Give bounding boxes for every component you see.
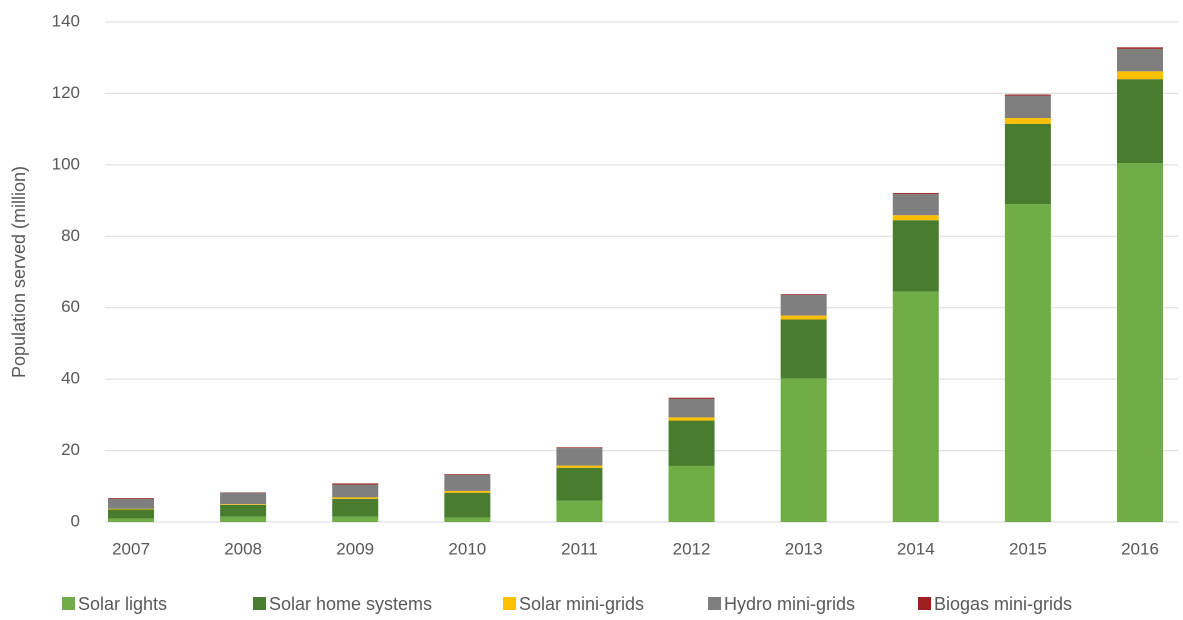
bar-segment <box>444 493 490 518</box>
bar-segment <box>669 421 715 466</box>
x-tick-label: 2015 <box>1009 539 1047 558</box>
bar-segment <box>781 320 827 379</box>
bar-segment <box>669 466 715 522</box>
bar-segment <box>556 448 602 466</box>
bar-segment <box>781 294 827 295</box>
bar-segment <box>332 517 378 522</box>
bar-segment <box>108 510 154 519</box>
bar-segment <box>220 493 266 504</box>
x-tick-label: 2010 <box>448 539 486 558</box>
bar-segment <box>1005 95 1051 96</box>
bar-segment <box>781 316 827 320</box>
y-tick-label: 120 <box>52 83 80 102</box>
bar-segment <box>781 295 827 316</box>
bar-segment <box>220 505 266 517</box>
legend-swatch <box>503 597 516 610</box>
bar-segment <box>108 518 154 522</box>
legend-swatch <box>253 597 266 610</box>
legend-swatch <box>708 597 721 610</box>
x-tick-label: 2007 <box>112 539 150 558</box>
bar-segment <box>893 194 939 215</box>
x-tick-label: 2016 <box>1121 539 1159 558</box>
y-axis-label: Population served (million) <box>9 166 29 378</box>
bar-segment <box>332 485 378 498</box>
bar-segment <box>108 509 154 510</box>
x-tick-label: 2013 <box>785 539 823 558</box>
y-tick-label: 0 <box>71 511 80 530</box>
x-tick-label: 2009 <box>336 539 374 558</box>
bar-segment <box>556 501 602 522</box>
y-tick-label: 20 <box>61 440 80 459</box>
x-tick-label: 2012 <box>673 539 711 558</box>
legend-label: Solar home systems <box>269 594 432 614</box>
bar-segment <box>556 466 602 468</box>
legend-label: Solar mini-grids <box>519 594 644 614</box>
x-tick-label: 2014 <box>897 539 935 558</box>
bar-segment <box>1117 47 1163 48</box>
bar-segment <box>332 483 378 484</box>
legend-label: Solar lights <box>78 594 167 614</box>
bar-segment <box>1005 204 1051 522</box>
y-tick-label: 60 <box>61 297 80 316</box>
bar-segment <box>108 499 154 509</box>
y-tick-label: 100 <box>52 154 80 173</box>
bar-segment <box>444 518 490 522</box>
bar-segment <box>444 474 490 475</box>
bar-segment <box>556 447 602 448</box>
bar-segment <box>669 417 715 420</box>
x-tick-label: 2008 <box>224 539 262 558</box>
bar-segment <box>108 498 154 499</box>
bar-segment <box>1117 49 1163 72</box>
bar-segment <box>444 475 490 491</box>
legend-label: Hydro mini-grids <box>724 594 855 614</box>
y-tick-label: 40 <box>61 369 80 388</box>
bar-segment <box>220 517 266 522</box>
bar-segment <box>1005 124 1051 204</box>
bar-segment <box>1117 163 1163 522</box>
bar-segment <box>893 193 939 194</box>
legend-swatch <box>918 597 931 610</box>
bar-segment <box>669 398 715 399</box>
bar-segment <box>1005 96 1051 119</box>
bar-segment <box>669 399 715 418</box>
legend-label: Biogas mini-grids <box>934 594 1072 614</box>
bar-segment <box>893 220 939 291</box>
bar-segment <box>893 215 939 220</box>
bar-segment <box>220 504 266 505</box>
bar-segment <box>1117 79 1163 163</box>
bar-segment <box>1117 71 1163 79</box>
bar-segment <box>893 292 939 522</box>
bar-segment <box>332 499 378 517</box>
legend-swatch <box>62 597 75 610</box>
bar-segment <box>332 497 378 498</box>
x-tick-label: 2011 <box>561 539 598 558</box>
bar-segment <box>444 491 490 493</box>
bar-segment <box>556 468 602 501</box>
bar-segment <box>781 378 827 522</box>
y-tick-label: 80 <box>61 226 80 245</box>
bar-segment <box>1005 118 1051 124</box>
y-tick-label: 140 <box>52 11 80 30</box>
